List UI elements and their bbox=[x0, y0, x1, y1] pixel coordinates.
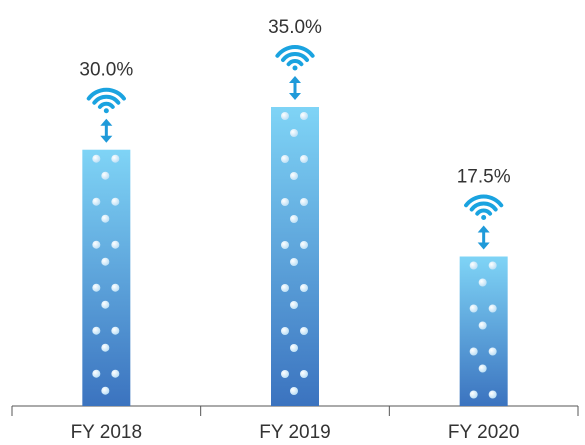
bar-dot bbox=[111, 283, 120, 292]
bar bbox=[82, 149, 131, 406]
bar bbox=[271, 107, 319, 406]
signal-arc bbox=[86, 87, 126, 101]
bar-dot bbox=[101, 214, 110, 223]
bar-dot bbox=[111, 326, 120, 335]
bar-dot bbox=[290, 258, 298, 266]
bar-dot bbox=[101, 257, 110, 266]
bar-dot bbox=[478, 278, 487, 287]
bar-dot bbox=[290, 387, 298, 395]
bar-dot bbox=[290, 301, 298, 309]
bar-dot bbox=[281, 198, 289, 206]
arrow-head bbox=[477, 225, 490, 233]
bar-dot bbox=[469, 347, 478, 356]
bar-dots bbox=[92, 154, 120, 395]
bar-dot bbox=[469, 304, 478, 313]
bar-dot bbox=[290, 215, 298, 223]
value-label: 30.0% bbox=[79, 60, 133, 81]
signal-dot bbox=[292, 65, 298, 71]
arrow-head bbox=[477, 242, 490, 250]
bar-dot bbox=[92, 326, 101, 335]
signal-arc bbox=[275, 45, 315, 58]
bar-dots bbox=[281, 112, 308, 395]
bar-dot bbox=[92, 197, 101, 206]
bar-dot bbox=[488, 390, 497, 399]
bar-dot bbox=[92, 369, 101, 378]
bar-dot bbox=[281, 155, 289, 163]
bar-dot bbox=[111, 240, 120, 249]
bar-dot bbox=[92, 154, 101, 163]
bar-dot bbox=[488, 304, 497, 313]
bar-dot bbox=[290, 129, 298, 137]
bar-dot bbox=[290, 172, 298, 180]
signal-arc bbox=[464, 194, 504, 208]
arrow-head bbox=[100, 135, 113, 143]
signal-arc bbox=[281, 52, 309, 62]
bar-dots bbox=[469, 261, 497, 399]
arrow-head bbox=[289, 76, 301, 83]
bar-dot bbox=[281, 284, 289, 292]
bar-dot bbox=[281, 327, 289, 335]
bar-dot bbox=[300, 198, 308, 206]
signal-arc bbox=[97, 101, 115, 109]
bar-dot bbox=[300, 284, 308, 292]
bar-dot bbox=[469, 261, 478, 270]
bar-dot bbox=[300, 370, 308, 378]
bar-dot bbox=[300, 241, 308, 249]
bar-dot bbox=[300, 112, 308, 120]
x-tick-label: FY 2019 bbox=[259, 422, 330, 443]
bar-dot bbox=[281, 241, 289, 249]
signal-arc bbox=[475, 208, 493, 216]
value-label: 35.0% bbox=[268, 17, 322, 38]
bar-dot bbox=[111, 197, 120, 206]
bar-dot bbox=[300, 327, 308, 335]
bar-dot bbox=[101, 300, 110, 309]
bar-dot bbox=[478, 321, 487, 330]
bar-dot bbox=[92, 283, 101, 292]
x-tick-label: FY 2018 bbox=[71, 422, 142, 443]
signal-arc bbox=[92, 94, 121, 105]
signal-arc bbox=[286, 59, 304, 67]
bar-dot bbox=[281, 112, 289, 120]
bar-dot bbox=[478, 364, 487, 373]
bar-dot bbox=[111, 369, 120, 378]
arrow-head bbox=[100, 118, 113, 126]
bar-dot bbox=[92, 240, 101, 249]
bar-dot bbox=[101, 386, 110, 395]
bar-dot bbox=[281, 370, 289, 378]
bar-dot bbox=[101, 343, 110, 352]
signal-dot bbox=[481, 215, 487, 220]
value-label: 17.5% bbox=[457, 167, 511, 188]
bar-dot bbox=[111, 154, 120, 163]
signal-arc bbox=[469, 201, 498, 212]
bar-dot bbox=[488, 261, 497, 270]
bar-dot bbox=[300, 155, 308, 163]
bar-dot bbox=[290, 344, 298, 352]
bar-dot bbox=[469, 390, 478, 399]
x-tick-label: FY 2020 bbox=[448, 422, 519, 443]
signal-dot bbox=[103, 108, 109, 114]
bar-dot bbox=[488, 347, 497, 356]
bar-dot bbox=[101, 171, 110, 180]
arrow-head bbox=[289, 93, 301, 100]
